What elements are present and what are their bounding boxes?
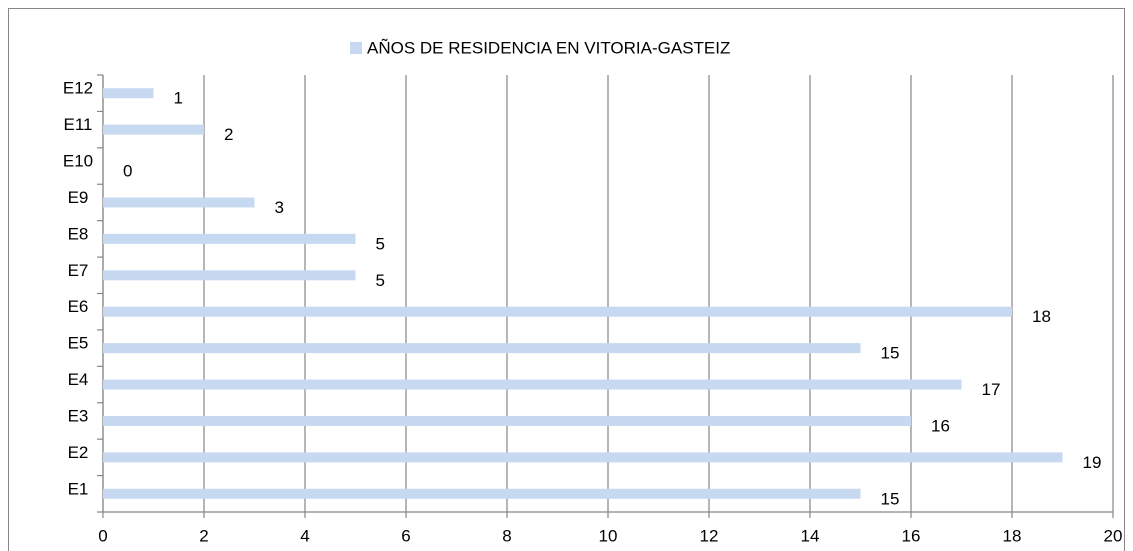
data-label: 17 xyxy=(982,380,1001,399)
y-tick-label: E4 xyxy=(68,370,89,389)
y-tick-label: E3 xyxy=(68,406,89,425)
data-label: 5 xyxy=(376,271,385,290)
x-tick-label: 16 xyxy=(902,526,921,545)
y-tick-label: E6 xyxy=(68,297,89,316)
y-tick-label: E11 xyxy=(64,115,93,134)
x-tick-label: 2 xyxy=(199,526,208,545)
data-label: 1 xyxy=(174,89,183,108)
data-label: 0 xyxy=(123,162,132,181)
x-tick-label: 8 xyxy=(502,526,511,545)
y-tick-label: E12 xyxy=(63,79,93,98)
y-tick-label: E8 xyxy=(68,224,89,243)
bar xyxy=(103,306,1012,317)
bar xyxy=(103,452,1063,463)
x-tick-label: 12 xyxy=(700,526,719,545)
data-label: 16 xyxy=(931,416,950,435)
data-label: 19 xyxy=(1083,453,1102,472)
x-tick-label: 0 xyxy=(98,526,107,545)
x-tick-label: 18 xyxy=(1003,526,1022,545)
y-tick-label: E1 xyxy=(68,479,89,498)
legend-swatch xyxy=(350,42,362,54)
bar xyxy=(103,415,911,426)
data-label: 3 xyxy=(275,198,284,217)
bar xyxy=(103,343,861,354)
x-tick-label: 6 xyxy=(401,526,410,545)
y-tick-label: E9 xyxy=(68,188,89,207)
bar xyxy=(103,488,861,499)
data-label: 18 xyxy=(1032,307,1051,326)
legend-label: AÑOS DE RESIDENCIA EN VITORIA-GASTEIZ xyxy=(367,38,730,57)
data-label: 15 xyxy=(881,344,900,363)
x-tick-label: 10 xyxy=(599,526,618,545)
bar xyxy=(103,124,204,135)
bar xyxy=(103,379,962,390)
y-tick-label: E10 xyxy=(63,152,93,171)
bar xyxy=(103,233,356,244)
bar xyxy=(103,197,255,208)
y-tick-label: E5 xyxy=(68,334,89,353)
data-label: 5 xyxy=(376,234,385,253)
data-label: 2 xyxy=(224,125,233,144)
y-tick-label: E7 xyxy=(68,261,89,280)
x-tick-label: 14 xyxy=(801,526,820,545)
data-label: 15 xyxy=(881,489,900,508)
bar xyxy=(103,270,356,281)
bar xyxy=(103,88,154,99)
x-tick-label: 4 xyxy=(300,526,309,545)
x-tick-label: 20 xyxy=(1104,526,1123,545)
y-tick-label: E2 xyxy=(68,443,89,462)
